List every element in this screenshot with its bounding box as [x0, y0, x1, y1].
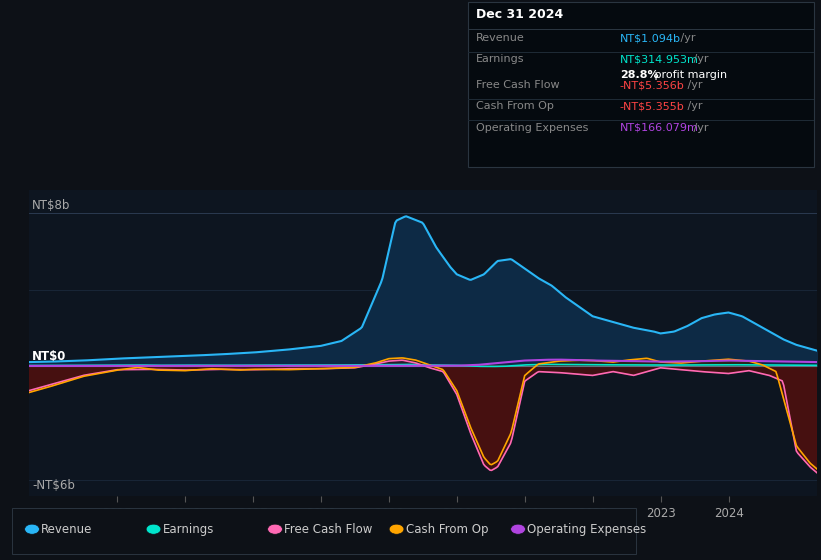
- Text: /yr: /yr: [690, 54, 709, 64]
- Text: -NT$6b: -NT$6b: [32, 479, 75, 492]
- Text: -NT$5.355b: -NT$5.355b: [620, 101, 685, 111]
- Text: NT$166.079m: NT$166.079m: [620, 123, 699, 133]
- Text: /yr: /yr: [684, 80, 703, 90]
- Text: /yr: /yr: [677, 33, 696, 43]
- Text: Dec 31 2024: Dec 31 2024: [476, 8, 563, 21]
- Text: NT$314.953m: NT$314.953m: [620, 54, 699, 64]
- Text: Cash From Op: Cash From Op: [406, 522, 488, 536]
- Text: NT$8b: NT$8b: [32, 199, 71, 212]
- Text: profit margin: profit margin: [651, 70, 727, 80]
- Text: NT$1.094b: NT$1.094b: [620, 33, 681, 43]
- Text: /yr: /yr: [690, 123, 709, 133]
- Text: Cash From Op: Cash From Op: [476, 101, 554, 111]
- Text: 28.8%: 28.8%: [620, 70, 658, 80]
- Text: Earnings: Earnings: [163, 522, 214, 536]
- Text: Operating Expenses: Operating Expenses: [527, 522, 646, 536]
- Text: -NT$5.356b: -NT$5.356b: [620, 80, 685, 90]
- Text: Free Cash Flow: Free Cash Flow: [476, 80, 560, 90]
- Text: Operating Expenses: Operating Expenses: [476, 123, 589, 133]
- Text: Revenue: Revenue: [41, 522, 93, 536]
- Text: Revenue: Revenue: [476, 33, 525, 43]
- Text: NT$0: NT$0: [32, 350, 67, 363]
- Text: /yr: /yr: [684, 101, 703, 111]
- Text: Free Cash Flow: Free Cash Flow: [284, 522, 373, 536]
- Text: Earnings: Earnings: [476, 54, 525, 64]
